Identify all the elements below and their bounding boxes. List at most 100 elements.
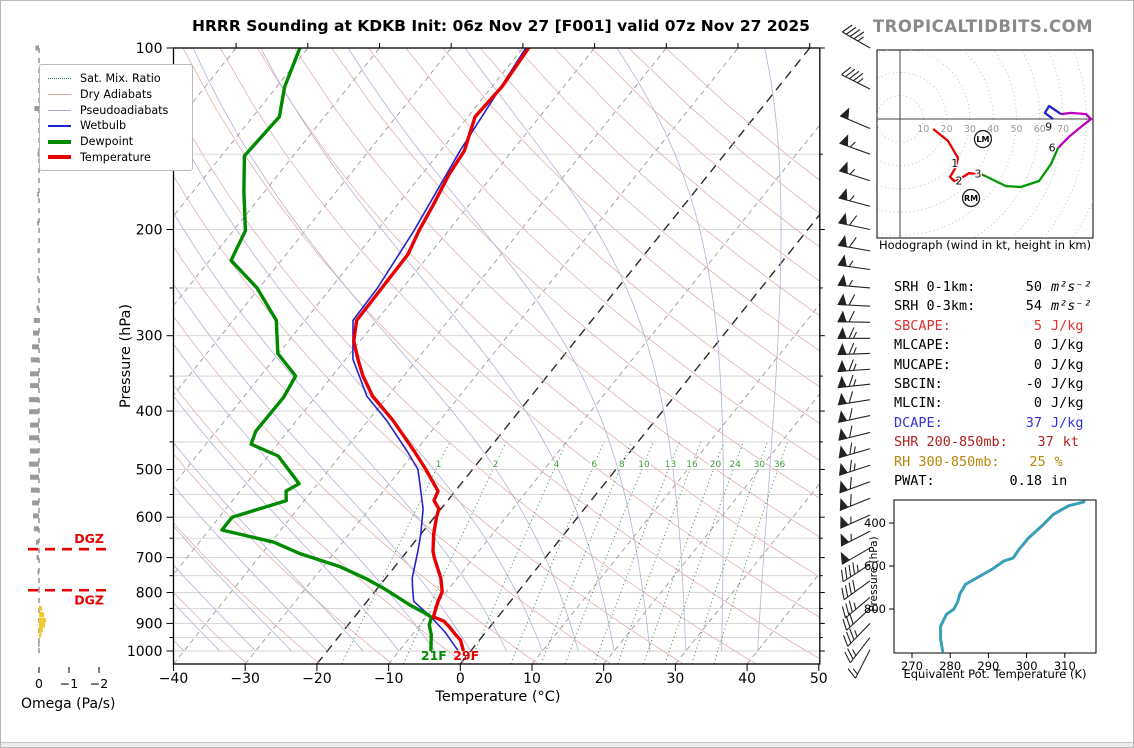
hodograph-height-label: 2 bbox=[955, 175, 962, 188]
index-row: MLCAPE: 0 J/kg bbox=[894, 336, 1111, 355]
surface-temp-label: 29F bbox=[453, 648, 479, 663]
svg-text:300: 300 bbox=[136, 329, 163, 345]
hodograph-trace-6-9km bbox=[1057, 111, 1093, 149]
index-value: 25 bbox=[1029, 453, 1046, 470]
index-unit: J/kg bbox=[1051, 317, 1084, 334]
svg-text:310: 310 bbox=[1054, 659, 1076, 673]
thetae-x-axis-title: Equivalent Pot. Temperature (K) bbox=[903, 667, 1087, 681]
svg-text:300: 300 bbox=[1016, 659, 1038, 673]
skewt-x-axis-title: Temperature (°C) bbox=[435, 689, 561, 705]
svg-text:400: 400 bbox=[136, 404, 163, 420]
svg-text:−30: −30 bbox=[230, 671, 260, 687]
index-label: DCAPE: bbox=[894, 414, 943, 431]
index-value: 5 bbox=[1033, 317, 1042, 334]
svg-text:30: 30 bbox=[964, 124, 976, 135]
svg-text:280: 280 bbox=[939, 659, 961, 673]
svg-text:600: 600 bbox=[864, 559, 886, 573]
svg-text:290: 290 bbox=[977, 659, 999, 673]
skewt-background: 1 2 4 6 8 10 13 16 20 24 30 36 bbox=[173, 48, 820, 664]
svg-text:0: 0 bbox=[456, 671, 465, 687]
svg-text:900: 900 bbox=[136, 616, 163, 632]
svg-text:10: 10 bbox=[917, 124, 929, 135]
legend-line-sample bbox=[48, 124, 71, 127]
watermark-logo: TROPICALTIDBITS.COM bbox=[872, 17, 1094, 36]
index-label: SBCIN: bbox=[894, 376, 943, 393]
svg-text:50: 50 bbox=[810, 671, 828, 687]
index-value: 37 bbox=[1025, 414, 1042, 431]
legend-item: Pseudoadiabats bbox=[48, 102, 184, 118]
legend-line-sample bbox=[48, 78, 71, 80]
mixing-ratio-label: 36 bbox=[774, 460, 786, 470]
svg-text:800: 800 bbox=[136, 586, 163, 602]
svg-text:40: 40 bbox=[738, 671, 756, 687]
theta-e-panel: 270 280 290 300 310 400 600 800 bbox=[864, 499, 1097, 673]
hodograph-height-label: 9 bbox=[1045, 120, 1052, 133]
storm-motion-RM: RM bbox=[964, 194, 978, 203]
skewt-y-axis-title: Pressure (hPa) bbox=[118, 304, 134, 409]
legend-item-label: Temperature bbox=[80, 150, 151, 164]
index-unit: kt bbox=[1062, 434, 1080, 451]
legend-item: Dry Adiabats bbox=[48, 87, 184, 103]
legend-line-sample bbox=[48, 109, 71, 111]
hodograph-height-label: 1 bbox=[951, 157, 958, 170]
wind-barbs bbox=[837, 24, 871, 679]
index-row: RH 300-850mb: 25% bbox=[894, 453, 1111, 472]
index-row: PWAT: 0.18 in bbox=[894, 472, 1111, 491]
index-value: 0 bbox=[1033, 337, 1042, 354]
mixing-ratio-label: 20 bbox=[710, 460, 722, 470]
svg-text:700: 700 bbox=[136, 551, 163, 567]
hodograph-trace-3-6km bbox=[982, 147, 1060, 189]
index-unit: J/kg bbox=[1051, 395, 1084, 412]
index-label: SRH 0-3km: bbox=[894, 298, 976, 315]
svg-text:60: 60 bbox=[1034, 124, 1046, 135]
index-label: PWAT: bbox=[894, 473, 935, 490]
svg-text:50: 50 bbox=[1010, 124, 1022, 135]
mixing-ratio-label: 10 bbox=[638, 460, 650, 470]
index-unit: m²s⁻² bbox=[1051, 279, 1092, 295]
mixing-ratio-label: 1 bbox=[436, 460, 442, 470]
svg-text:800: 800 bbox=[864, 602, 886, 616]
svg-text:70: 70 bbox=[1057, 124, 1069, 135]
svg-text:−20: −20 bbox=[302, 671, 332, 687]
svg-text:600: 600 bbox=[136, 510, 163, 526]
dewpoint-curve bbox=[220, 48, 434, 652]
page-title: HRRR Sounding at KDKB Init: 06z Nov 27 [… bbox=[192, 17, 810, 35]
index-unit: J/kg bbox=[1051, 337, 1084, 354]
index-row: SBCIN: -0 J/kg bbox=[894, 375, 1111, 394]
index-value: 50 bbox=[1025, 279, 1042, 295]
thetae-y-axis-title: Pressure (hPa) bbox=[868, 536, 880, 612]
index-label: RH 300-850mb: bbox=[894, 453, 1000, 470]
index-row: SRH 0-3km: 54 m²s⁻² bbox=[894, 297, 1111, 316]
index-unit: m²s⁻² bbox=[1051, 298, 1092, 315]
svg-text:20: 20 bbox=[941, 124, 953, 135]
mixing-ratio-label: 24 bbox=[729, 460, 741, 470]
index-value: 0 bbox=[1033, 356, 1042, 373]
index-unit: in bbox=[1051, 473, 1068, 490]
hodograph-trace-0-3km bbox=[932, 128, 984, 183]
legend-item-label: Dry Adiabats bbox=[80, 88, 153, 102]
mixing-ratio-label: 2 bbox=[493, 460, 499, 470]
legend-item-label: Dewpoint bbox=[80, 135, 134, 149]
index-label: MLCAPE: bbox=[894, 337, 951, 354]
legend-line-sample bbox=[48, 94, 71, 96]
index-row: MUCAPE: 0 J/kg bbox=[894, 356, 1111, 375]
legend-item-label: Pseudoadiabats bbox=[80, 103, 169, 117]
skewt-frame: −40 −30 −20 −10 0 10 20 30 40 50 100 200 300 400 500 60… bbox=[127, 41, 828, 687]
svg-text:10: 10 bbox=[523, 671, 541, 687]
legend-item-label: Sat. Mix. Ratio bbox=[80, 72, 161, 86]
hodograph-caption: Hodograph (wind in kt, height in km) bbox=[878, 238, 1092, 252]
index-label: SHR 200-850mb: bbox=[894, 434, 1008, 451]
index-label: MUCAPE: bbox=[894, 356, 951, 373]
svg-text:500: 500 bbox=[136, 462, 163, 478]
svg-text:30: 30 bbox=[666, 671, 684, 687]
legend-item-label: Wetbulb bbox=[80, 119, 127, 133]
index-label: MLCIN: bbox=[894, 395, 943, 412]
svg-text:20: 20 bbox=[595, 671, 613, 687]
index-row: MLCIN: 0 J/kg bbox=[894, 394, 1111, 413]
legend: Sat. Mix. Ratio Dry Adiabats Pseudoadiabat… bbox=[39, 64, 193, 172]
theta-e-curve bbox=[939, 500, 1086, 653]
index-row: DCAPE: 37 J/kg bbox=[894, 414, 1111, 433]
